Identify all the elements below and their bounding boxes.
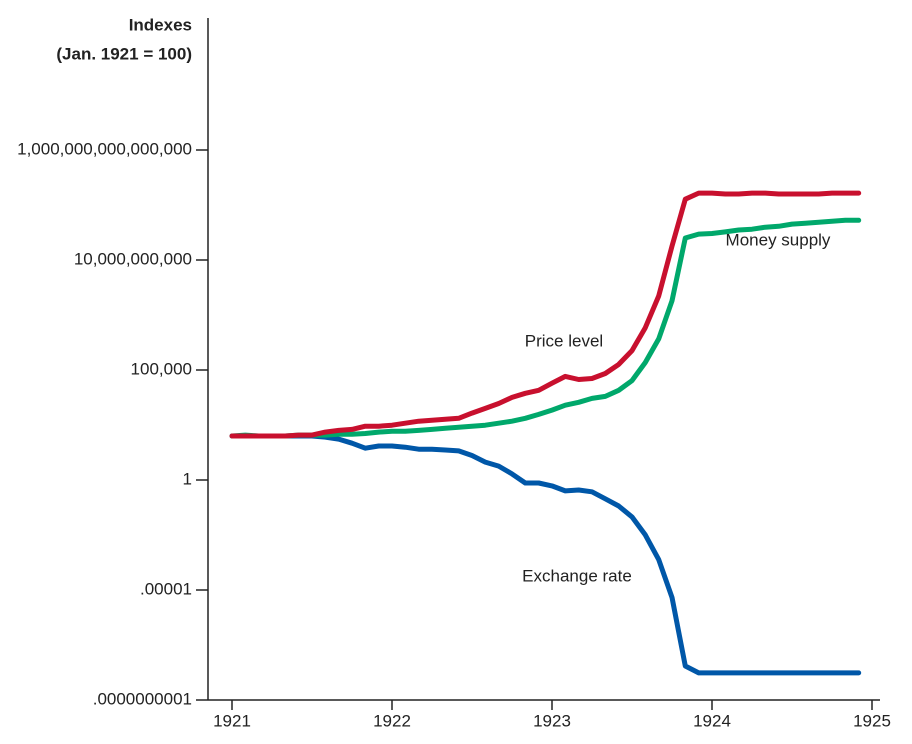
series-line [229,190,862,439]
series-label: Exchange rate [522,566,632,585]
x-tick-label: 1924 [693,711,731,730]
y-tick-label: .00001 [140,579,192,598]
y-axis-note: (Jan. 1921 = 100) [56,44,192,63]
y-tick-label: 1 [183,469,192,488]
series-label: Money supply [726,230,831,249]
x-tick-label: 1923 [533,711,571,730]
series-line [229,217,862,439]
y-tick-label: 100,000 [131,359,192,378]
y-tick-label: 1,000,000,000,000,000 [17,139,192,158]
y-tick-label: .0000000001 [93,689,192,708]
series-label: Price level [525,331,603,350]
y-tick-label: 10,000,000,000 [74,249,192,268]
y-axis-title: Indexes [129,15,192,34]
x-tick-label: 1921 [213,711,251,730]
x-tick-label: 1925 [853,711,891,730]
series-line [229,433,862,676]
x-tick-label: 1922 [373,711,411,730]
